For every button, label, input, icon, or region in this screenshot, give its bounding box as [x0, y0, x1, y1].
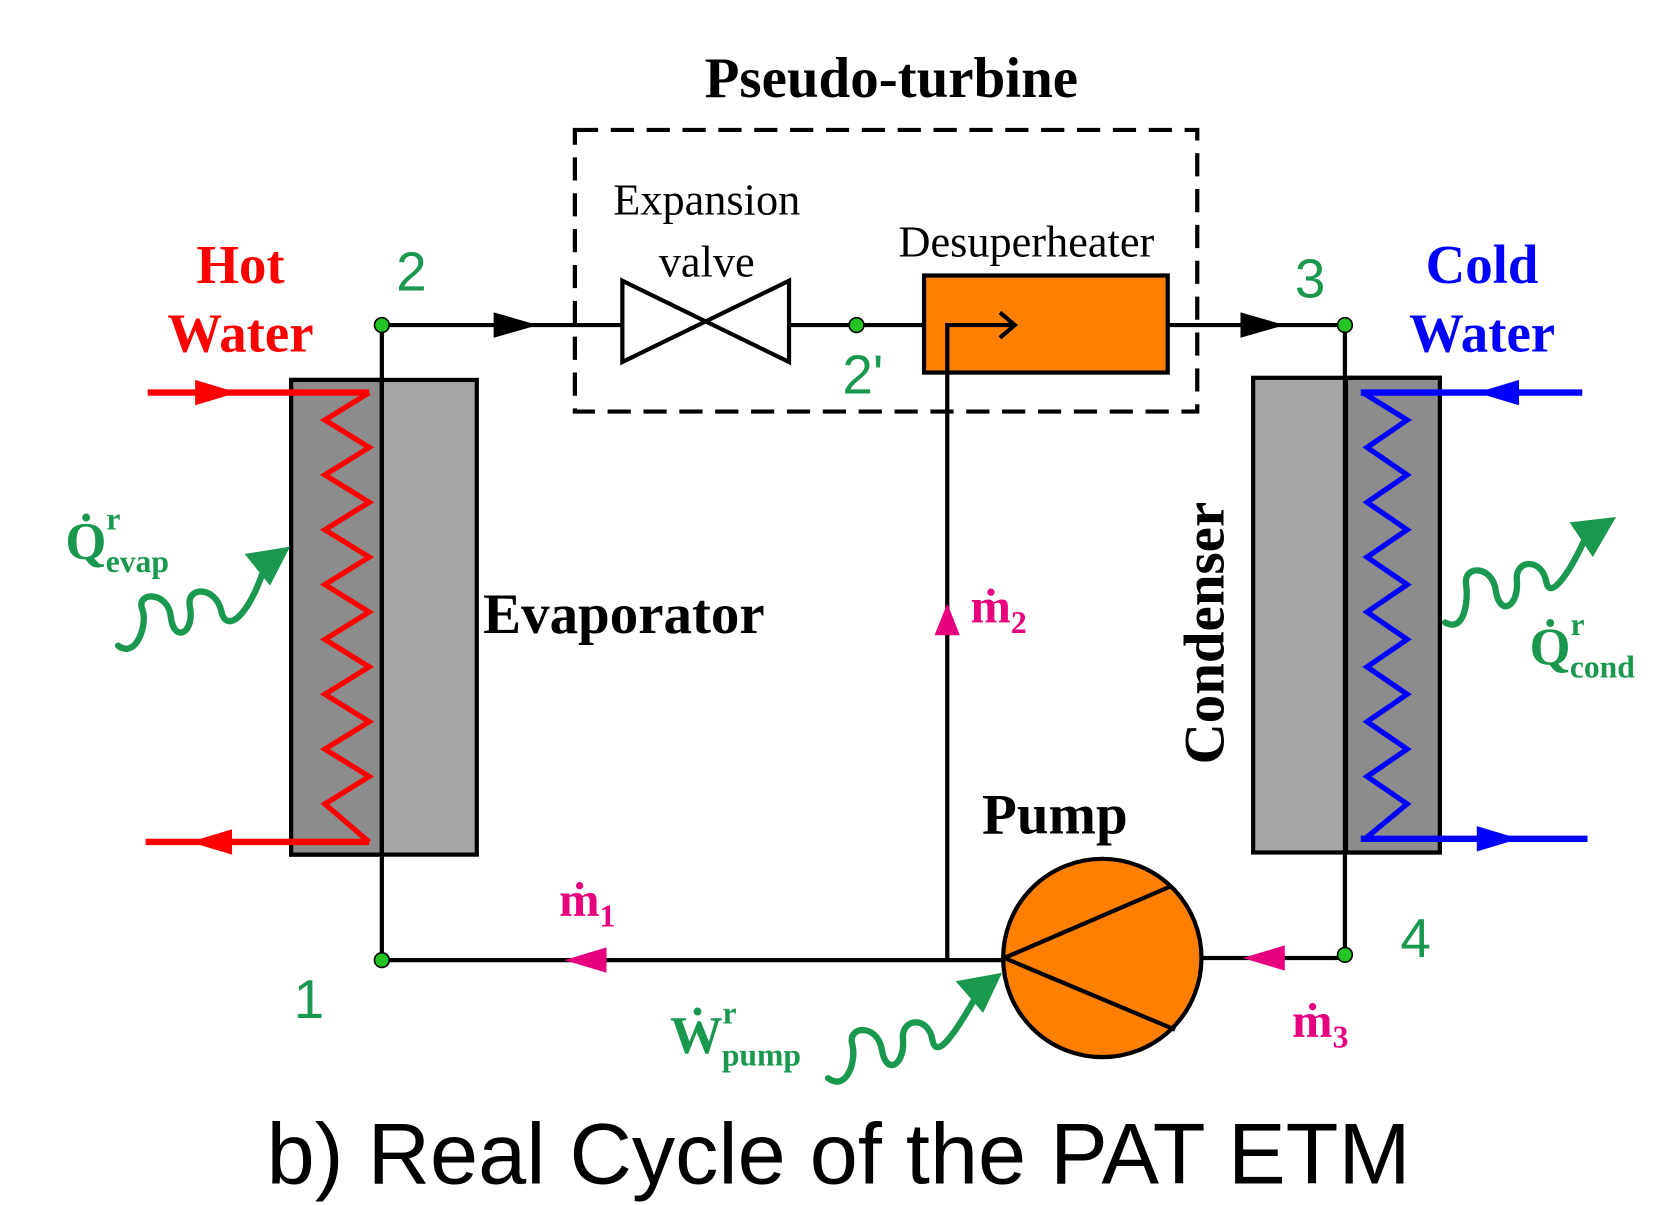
bypass-line [945, 322, 1015, 961]
caption: b) Real Cycle of the PAT ETM [267, 1107, 1411, 1203]
flow-arrow [934, 603, 960, 636]
node-label: 3 [1295, 248, 1326, 310]
mass-flow: ṁ2 [970, 581, 1026, 641]
energy-label: Q̇r cond [1530, 607, 1636, 684]
pump [1001, 856, 1204, 1060]
energy-label: Q̇r evap [65, 502, 169, 579]
pseudo-turbine-box [572, 127, 1200, 414]
evaporator [145, 377, 479, 857]
label: valve [659, 238, 755, 287]
label: Water [167, 302, 313, 363]
label: Evaporator [483, 583, 765, 646]
nodes [373, 316, 1354, 969]
energy-arrows [114, 529, 1591, 1085]
flow-arrow [493, 312, 538, 338]
energy-arrowheads [244, 517, 1617, 1013]
condenser [1251, 375, 1588, 855]
label: Water [1409, 302, 1555, 363]
node-label: 2 [396, 240, 427, 302]
label: Desuperheater [898, 218, 1154, 267]
expansion-valve [620, 277, 792, 366]
flow-arrow [1242, 945, 1285, 971]
energy-label: Ẇr pump [670, 995, 801, 1072]
flow-arrow [1240, 312, 1285, 338]
bypass-arrow [998, 310, 1019, 340]
label: Cold [1426, 234, 1539, 295]
flow-arrow [564, 947, 607, 973]
label: Hot [196, 234, 285, 295]
node-label: 1 [294, 968, 325, 1030]
label: Expansion [613, 175, 800, 224]
mass-flow: ṁ3 [1292, 995, 1348, 1055]
title: Pseudo-turbine [705, 47, 1078, 110]
label: Pump [982, 784, 1128, 847]
node-label: 4 [1400, 907, 1431, 969]
node-label: 2' [842, 344, 883, 406]
label: Condenser [1174, 502, 1237, 765]
mass-flow: ṁ1 [559, 874, 615, 934]
